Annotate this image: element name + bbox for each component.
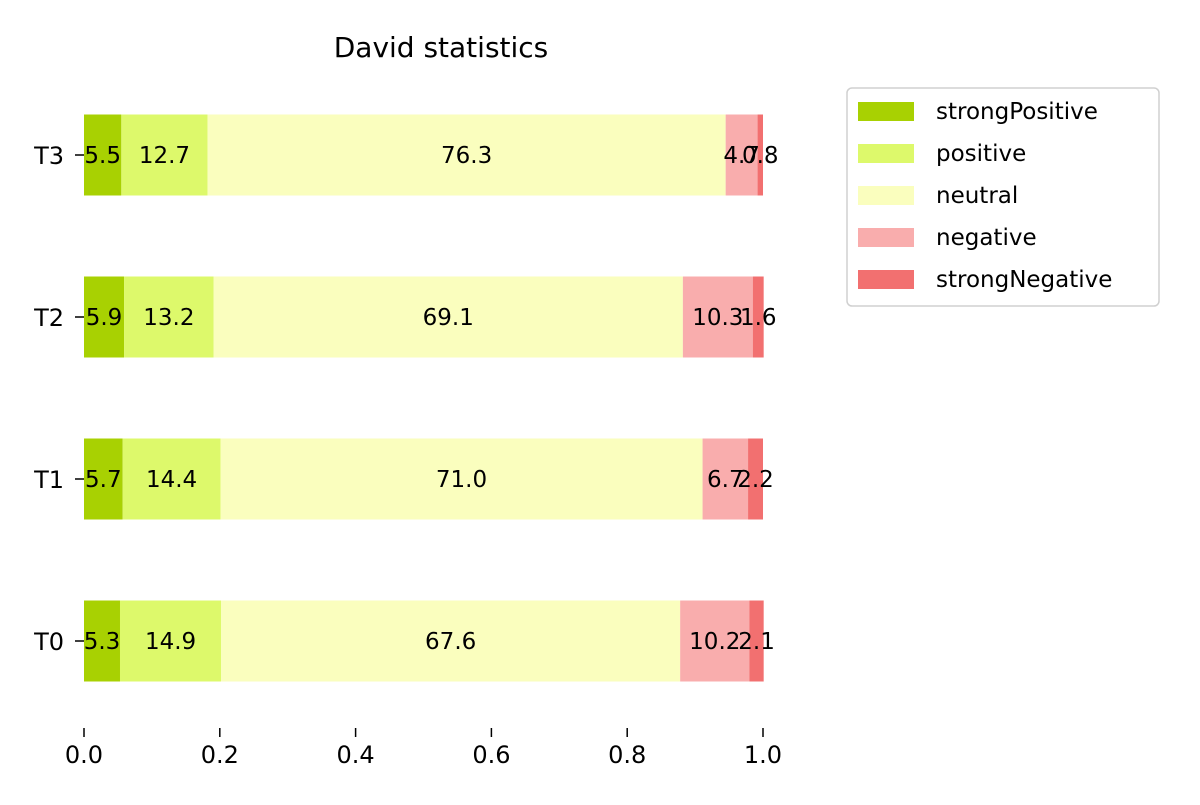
bar-label-negative-T0: 10.2	[689, 629, 740, 655]
legend-label-positive: positive	[936, 141, 1026, 167]
chart-title: David statistics	[334, 31, 549, 64]
bar-neutral-T3	[207, 114, 726, 196]
bar-strongPositive-T1	[84, 438, 123, 520]
x-tick-label-1: 0.2	[201, 741, 239, 769]
bar-label-negative-T2: 10.3	[692, 305, 743, 331]
bar-positive-T2	[124, 276, 214, 358]
bar-strongPositive-T0	[84, 600, 120, 682]
y-axis: T0 T1 T2 T3	[33, 142, 84, 656]
legend-label-strongNegative: strongNegative	[936, 267, 1112, 293]
legend-swatch-strongNegative	[858, 270, 914, 289]
bar-label-positive-T1: 14.4	[146, 467, 197, 493]
bar-strongNegative-T2	[752, 276, 764, 358]
bar-label-strongNegative-T1: 2.2	[737, 467, 774, 493]
bar-label-strongNegative-T0: 2.1	[738, 629, 775, 655]
bar-label-strongNegative-T3: 0.8	[742, 143, 779, 169]
bar-label-negative-T3: 4.7	[723, 143, 760, 169]
legend-swatch-strongPositive	[858, 102, 914, 121]
bar-label-negative-T1: 6.7	[707, 467, 744, 493]
bar-strongPositive-T3	[84, 114, 122, 196]
bar-negative-T0	[680, 600, 750, 682]
bar-strongNegative-T3	[757, 114, 763, 196]
bar-label-strongNegative-T2: 1.6	[740, 305, 777, 331]
y-tick-label-T1: T1	[33, 466, 64, 494]
bar-label-positive-T2: 13.2	[143, 305, 194, 331]
bar-positive-T3	[121, 114, 208, 196]
x-axis: 0.0 0.2 0.4 0.6 0.8 1.0	[65, 728, 782, 769]
legend-swatch-neutral	[858, 186, 914, 205]
y-tick-label-T2: T2	[33, 304, 64, 332]
legend-label-neutral: neutral	[936, 183, 1018, 209]
bar-neutral-T0	[221, 600, 681, 682]
bar-label-strongPositive-T1: 5.7	[85, 467, 122, 493]
x-tick-label-5: 1.0	[744, 741, 782, 769]
legend-box	[846, 87, 1160, 307]
bar-strongNegative-T0	[749, 600, 764, 682]
x-tick-label-2: 0.4	[337, 741, 375, 769]
bar-negative-T2	[682, 276, 753, 358]
bar-label-strongPositive-T0: 5.3	[84, 629, 121, 655]
bar-negative-T1	[702, 438, 749, 520]
x-tick-label-0: 0.0	[65, 741, 103, 769]
bar-neutral-T1	[220, 438, 703, 520]
bar-strongPositive-T2	[84, 276, 125, 358]
y-tick-label-T3: T3	[33, 142, 64, 170]
bar-negative-T3	[725, 114, 758, 196]
x-tick-label-4: 0.8	[608, 741, 646, 769]
bar-neutral-T2	[213, 276, 683, 358]
y-tick-label-T0: T0	[33, 628, 64, 656]
bar-label-strongPositive-T2: 5.9	[86, 305, 123, 331]
legend-label-strongPositive: strongPositive	[936, 99, 1098, 125]
bar-positive-T1	[122, 438, 221, 520]
bars-group	[84, 114, 764, 682]
bar-labels-group: 5.3 14.9 67.6 10.22.1 5.7 14.4 71.0 6.72.2 5.9 13…	[84, 143, 779, 655]
bar-positive-T0	[119, 600, 222, 682]
bar-label-positive-T3: 12.7	[139, 143, 190, 169]
bar-label-neutral-T3: 76.3	[441, 143, 492, 169]
bar-label-neutral-T2: 69.1	[423, 305, 474, 331]
legend: strongPositive positive neutral negative str…	[846, 87, 1160, 307]
bar-label-neutral-T0: 67.6	[425, 629, 476, 655]
legend-swatch-negative	[858, 228, 914, 247]
bar-strongNegative-T1	[748, 438, 763, 520]
legend-swatch-positive	[858, 144, 914, 163]
bar-label-positive-T0: 14.9	[145, 629, 196, 655]
bar-label-strongPositive-T3: 5.5	[84, 143, 121, 169]
bar-label-neutral-T1: 71.0	[436, 467, 487, 493]
legend-label-negative: negative	[936, 225, 1037, 251]
x-tick-label-3: 0.6	[472, 741, 510, 769]
